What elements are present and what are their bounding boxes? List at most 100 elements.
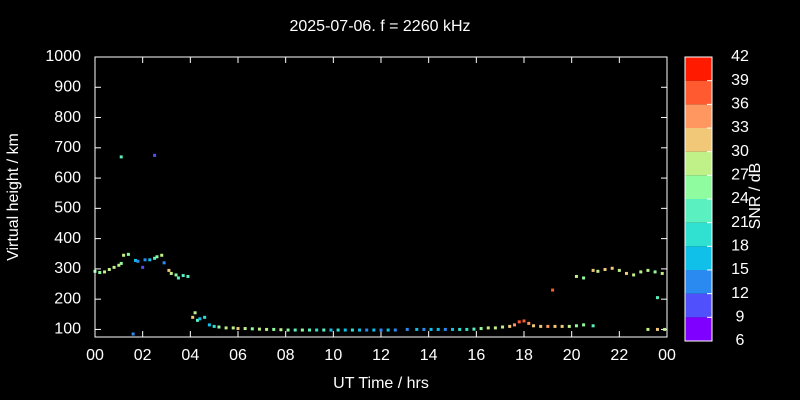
colorbar-tick-label: 18 — [731, 238, 749, 255]
point — [574, 274, 578, 278]
y-tick-label: 300 — [54, 260, 81, 277]
x-tick-label: 14 — [420, 347, 438, 364]
point — [155, 255, 159, 259]
point — [610, 266, 614, 270]
point — [350, 328, 354, 332]
point — [153, 256, 157, 260]
point — [527, 321, 531, 325]
point — [632, 273, 636, 277]
point — [119, 155, 123, 159]
y-tick-label: 400 — [54, 230, 81, 247]
point — [191, 315, 195, 319]
point — [663, 327, 667, 331]
colorbar-tick-label: 33 — [731, 119, 749, 136]
point — [322, 328, 326, 332]
point — [112, 265, 116, 269]
y-tick-label: 1000 — [45, 48, 81, 65]
point — [655, 296, 659, 300]
plot-frame — [94, 56, 668, 338]
point — [582, 323, 586, 327]
x-tick-label: 00 — [86, 347, 104, 364]
colorbar-bin — [685, 270, 712, 294]
point — [160, 253, 164, 257]
point — [98, 271, 102, 275]
point — [458, 327, 462, 331]
colorbar-tick-label: 30 — [731, 143, 749, 160]
point — [560, 324, 564, 328]
point — [174, 273, 178, 277]
colorbar-bin — [685, 222, 712, 247]
point — [660, 271, 664, 275]
y-tick-label: 900 — [54, 78, 81, 95]
point — [443, 327, 447, 331]
colorbar-bin — [685, 175, 712, 199]
point — [539, 324, 543, 328]
point — [646, 268, 650, 272]
point — [236, 327, 240, 331]
x-tick-label: 20 — [563, 347, 581, 364]
point — [195, 318, 199, 322]
point — [501, 325, 505, 329]
point — [198, 317, 202, 321]
point — [582, 276, 586, 280]
point — [141, 265, 145, 269]
point — [372, 328, 376, 332]
point — [279, 328, 283, 332]
point — [119, 261, 123, 265]
point — [655, 327, 659, 331]
point — [365, 328, 369, 332]
colorbar-label: SNR / dB — [747, 163, 764, 230]
point — [300, 328, 304, 332]
point — [415, 327, 419, 331]
point — [603, 267, 607, 271]
point — [134, 258, 138, 262]
point — [596, 269, 600, 273]
colorbar-bin — [685, 57, 712, 81]
y-tick-label: 500 — [54, 200, 81, 217]
y-axis-label: Virtual height / km — [5, 133, 22, 261]
x-tick-label: 02 — [134, 347, 152, 364]
point — [176, 276, 180, 280]
point — [203, 315, 207, 319]
point — [653, 270, 657, 274]
colorbar-tick-label: 15 — [731, 261, 749, 278]
point — [243, 327, 247, 331]
x-tick-label: 08 — [277, 347, 295, 364]
x-tick-label: 00 — [658, 347, 676, 364]
point — [517, 320, 521, 324]
point — [336, 328, 340, 332]
point — [343, 328, 347, 332]
colorbar-bin — [685, 199, 712, 223]
point — [329, 328, 333, 332]
chart-title: 2025-07-06. f = 2260 kHz — [289, 18, 470, 35]
x-tick-label: 10 — [324, 347, 342, 364]
x-tick-label: 22 — [610, 347, 628, 364]
y-tick-label: 600 — [54, 169, 81, 186]
colorbar-tick-label: 27 — [731, 167, 749, 184]
point — [217, 325, 221, 329]
point — [591, 324, 595, 328]
point — [617, 268, 621, 272]
point — [136, 259, 140, 263]
point — [169, 271, 173, 275]
colorbar-tick-label: 39 — [731, 72, 749, 89]
y-tick-label: 800 — [54, 109, 81, 126]
point — [493, 326, 497, 330]
point — [231, 326, 235, 330]
x-tick-label: 18 — [515, 347, 533, 364]
x-tick-label: 06 — [229, 347, 247, 364]
point — [646, 327, 650, 331]
point — [181, 274, 185, 278]
x-tick-label: 12 — [372, 347, 390, 364]
point — [308, 328, 311, 332]
point — [486, 326, 490, 330]
point — [286, 328, 290, 332]
point — [465, 327, 469, 331]
point — [148, 258, 152, 262]
colorbar-bin — [685, 151, 712, 176]
point — [126, 252, 130, 256]
point — [257, 327, 261, 331]
point — [186, 274, 190, 278]
point — [386, 328, 390, 332]
